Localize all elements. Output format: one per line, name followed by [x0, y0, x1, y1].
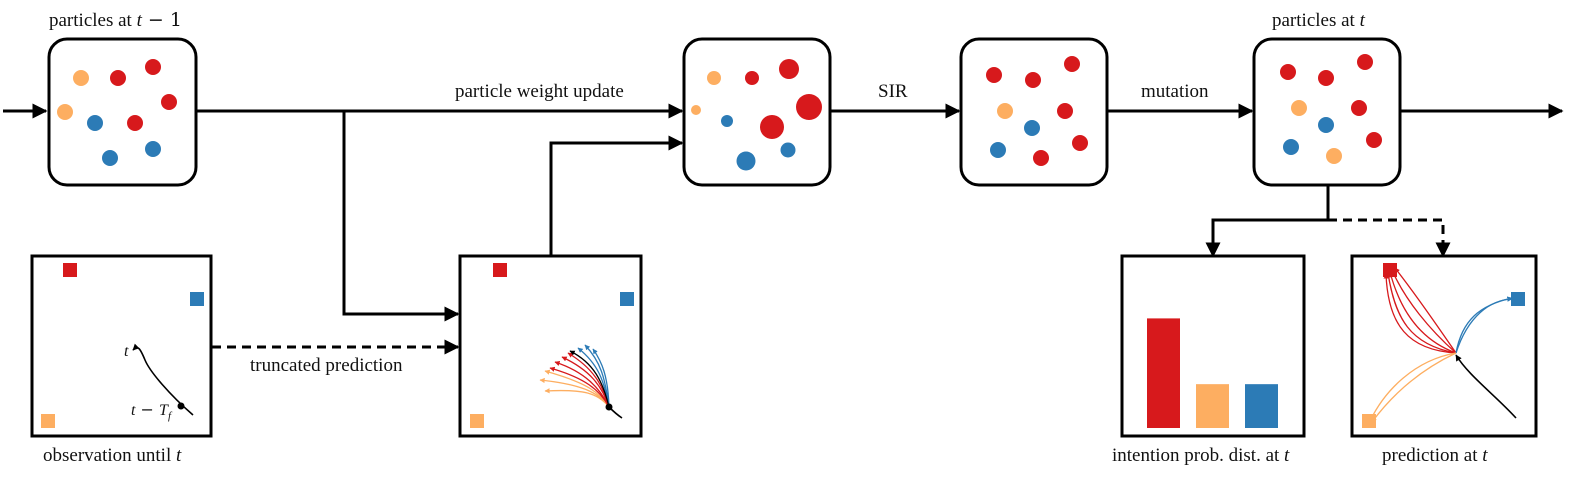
truncated-prediction-fan	[539, 344, 610, 408]
sir-label: SIR	[878, 81, 908, 102]
mutation-label: mutation	[1141, 81, 1209, 102]
to-intention-arrow	[1205, 185, 1330, 258]
prediction-label: prediction at t	[1382, 445, 1488, 466]
observation-label: observation until t	[43, 445, 182, 466]
observation-goals	[41, 263, 204, 428]
intention-bar-orange	[1196, 384, 1229, 428]
truncated-goals	[470, 263, 634, 428]
final-prediction-fan	[1369, 267, 1513, 423]
particles-prev-label: particles at t − 1	[49, 9, 182, 31]
observation-panel	[30, 254, 213, 438]
intention-label: intention prob. dist. at t	[1112, 445, 1290, 466]
intention-bar-red	[1147, 318, 1180, 428]
truncated-prediction-label: truncated prediction	[250, 355, 403, 376]
resampled-particles-set	[986, 56, 1088, 166]
to-prediction-arrow	[1328, 218, 1451, 258]
branch-to-truncated-arrow	[342, 111, 460, 322]
weight-update-label: particle weight update	[455, 81, 624, 102]
particles-curr-set	[1280, 54, 1382, 164]
trajectory-start-dot	[177, 402, 185, 410]
truncated-to-weights-arrow	[549, 135, 684, 255]
particles-curr-box	[1252, 37, 1402, 187]
intention-bars	[1147, 318, 1278, 428]
intention-bar-blue	[1245, 384, 1278, 428]
particles-prev-set	[57, 59, 177, 166]
truncated-prediction-panel	[458, 254, 643, 438]
resampled-particles-box	[959, 37, 1109, 187]
particles-curr-label: particles at t	[1272, 10, 1365, 31]
trajectory-t-label: t	[124, 343, 129, 360]
trajectory-tf-label: t − Tf	[131, 400, 171, 423]
weighted-particles-set	[691, 59, 822, 171]
observed-trajectory	[132, 343, 194, 416]
